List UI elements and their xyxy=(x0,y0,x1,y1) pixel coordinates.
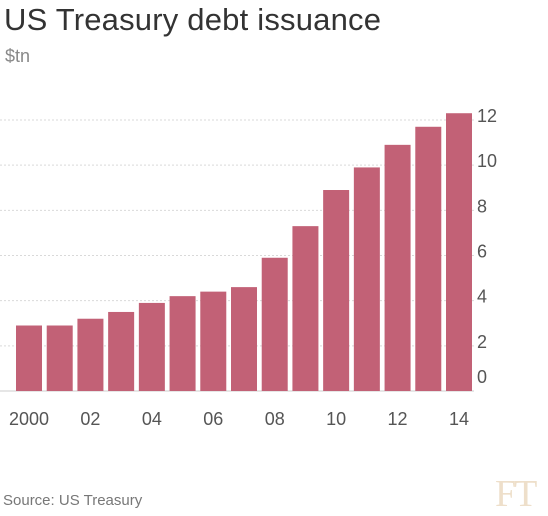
bar-09 xyxy=(292,226,319,391)
x-tick-label: 14 xyxy=(449,409,469,429)
y-tick-label: 4 xyxy=(477,287,487,307)
y-tick-label: 10 xyxy=(477,151,497,171)
bars xyxy=(16,113,472,392)
bar-04 xyxy=(138,302,165,391)
x-tick-label: 04 xyxy=(142,409,162,429)
y-axis-ticks: 0 2 4 6 8 10 12 xyxy=(477,106,497,387)
chart-title: US Treasury debt issuance xyxy=(4,2,382,37)
bar-13 xyxy=(415,126,442,392)
bar-14 xyxy=(446,113,472,391)
x-axis-ticks: 2000 02 04 06 08 10 12 14 xyxy=(9,409,469,429)
y-tick-label: 2 xyxy=(477,332,487,352)
source-note: Source: US Treasury xyxy=(3,492,143,509)
bar-2000 xyxy=(16,325,42,391)
x-tick-label: 06 xyxy=(203,409,223,429)
bar-07 xyxy=(231,287,257,391)
chart-unit-label: $tn xyxy=(5,46,31,66)
bar-02 xyxy=(77,318,104,391)
x-tick-label: 2000 xyxy=(9,409,49,429)
bar-12 xyxy=(384,144,411,391)
y-tick-label: 0 xyxy=(477,367,487,387)
bar-08 xyxy=(261,257,288,391)
x-tick-label: 08 xyxy=(265,409,285,429)
x-tick-label: 10 xyxy=(326,409,346,429)
bar-03 xyxy=(108,311,135,391)
bar-01 xyxy=(46,325,73,391)
y-tick-label: 8 xyxy=(477,196,487,216)
x-tick-label: 02 xyxy=(80,409,100,429)
bar-06 xyxy=(200,291,227,391)
y-tick-label: 6 xyxy=(477,242,487,262)
bar-05 xyxy=(169,296,196,391)
bar-11 xyxy=(353,167,380,391)
x-tick-label: 12 xyxy=(388,409,408,429)
bar-10 xyxy=(323,190,350,391)
y-tick-label: 12 xyxy=(477,106,497,126)
ft-logo: FT xyxy=(495,473,537,515)
